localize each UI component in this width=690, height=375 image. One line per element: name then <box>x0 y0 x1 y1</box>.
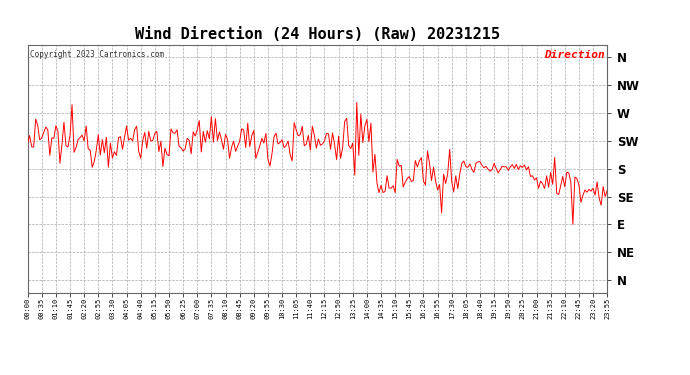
Text: Copyright 2023 Cartronics.com: Copyright 2023 Cartronics.com <box>30 50 165 59</box>
Text: Direction: Direction <box>544 50 604 60</box>
Title: Wind Direction (24 Hours) (Raw) 20231215: Wind Direction (24 Hours) (Raw) 20231215 <box>135 27 500 42</box>
